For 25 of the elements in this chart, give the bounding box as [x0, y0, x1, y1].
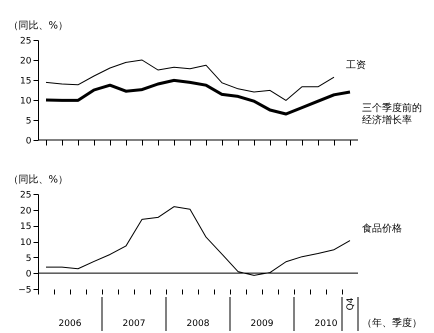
text: 2006 — [58, 319, 82, 329]
text: 2007 — [122, 319, 146, 329]
series-label: 工资 — [346, 59, 366, 72]
y-tick-label: 15 — [20, 76, 32, 86]
y-tick-label: 10 — [20, 96, 32, 106]
series-label: 食品价格 — [362, 222, 402, 235]
y-tick-label: 25 — [20, 36, 32, 46]
y-tick-label: 25 — [20, 190, 32, 200]
y-tick-label: 20 — [20, 56, 32, 66]
y-tick-label: 5 — [26, 254, 32, 264]
series-label: 三个季度前的经济增长率 — [362, 102, 422, 126]
text: 2008 — [186, 319, 210, 329]
x-axis-title: （年、季度） — [362, 317, 422, 329]
y-tick-label: 20 — [20, 206, 32, 216]
y-tick-label: 15 — [20, 222, 32, 232]
text: 2010 — [314, 319, 338, 329]
y-tick-label: 0 — [26, 136, 32, 146]
y-axis-title: （同比、%） — [8, 20, 68, 32]
y-axis-title: （同比、%） — [8, 174, 68, 186]
y-tick-label: −5 — [18, 286, 32, 296]
text: 2009 — [250, 319, 274, 329]
y-tick-label: 0 — [26, 270, 32, 280]
x-tick-label: Q4 — [346, 297, 356, 310]
y-tick-label: 10 — [20, 238, 32, 248]
y-tick-label: 5 — [26, 116, 32, 126]
